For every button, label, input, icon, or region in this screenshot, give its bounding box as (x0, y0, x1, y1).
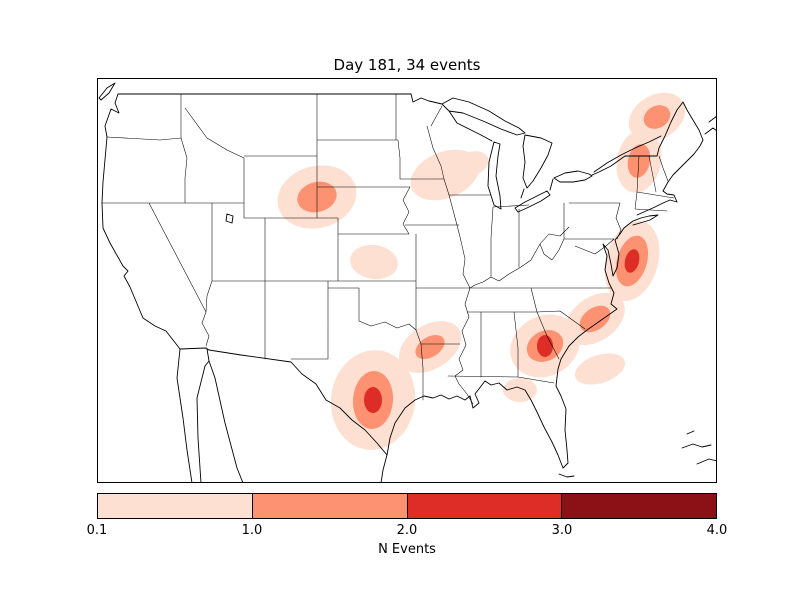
colorbar-tick-4.0: 4.0 (706, 523, 728, 538)
density-contour-west-texas-l2 (364, 387, 382, 413)
coastline-path (98, 82, 717, 483)
colorbar-segment-0 (98, 494, 252, 518)
density-contour-new-york-l1 (627, 144, 651, 178)
map-axes (97, 78, 717, 483)
chart-title: Day 181, 34 events (333, 56, 481, 74)
density-contour-virginia-carolina-coast-l2 (624, 249, 640, 273)
colorbar-segment-1 (251, 494, 407, 518)
colorbar (97, 493, 717, 519)
density-contour-florida-panhandle-l0 (574, 353, 626, 385)
density-contour-nebraska-kansas-l0 (350, 244, 398, 280)
colorbar-segment-3 (561, 494, 716, 518)
colorbar-tick-1.0: 1.0 (241, 523, 263, 538)
map-frame (97, 78, 717, 483)
event-density-layer (277, 92, 686, 450)
density-contour-minnesota-wisconsin-l0 (453, 151, 489, 177)
density-contour-alabama-georgia-l2 (537, 335, 553, 357)
colorbar-tick-2.0: 2.0 (396, 523, 418, 538)
us-map (97, 78, 717, 483)
state-borders-path (101, 93, 675, 405)
colorbar-label: N Events (378, 542, 436, 557)
colorbar-tick-labels: 0.1 1.0 2.0 3.0 4.0 (87, 523, 728, 539)
colorbar-segment-2 (406, 494, 562, 518)
density-contour-oklahoma-north-texas-l1 (415, 335, 445, 359)
colorbar-tick-0.1: 0.1 (86, 523, 108, 538)
colorbar-tick-3.0: 3.0 (551, 523, 573, 538)
density-contour-new-england-l1 (643, 105, 671, 129)
density-contour-georgia-south-carolina-l1 (579, 305, 611, 333)
